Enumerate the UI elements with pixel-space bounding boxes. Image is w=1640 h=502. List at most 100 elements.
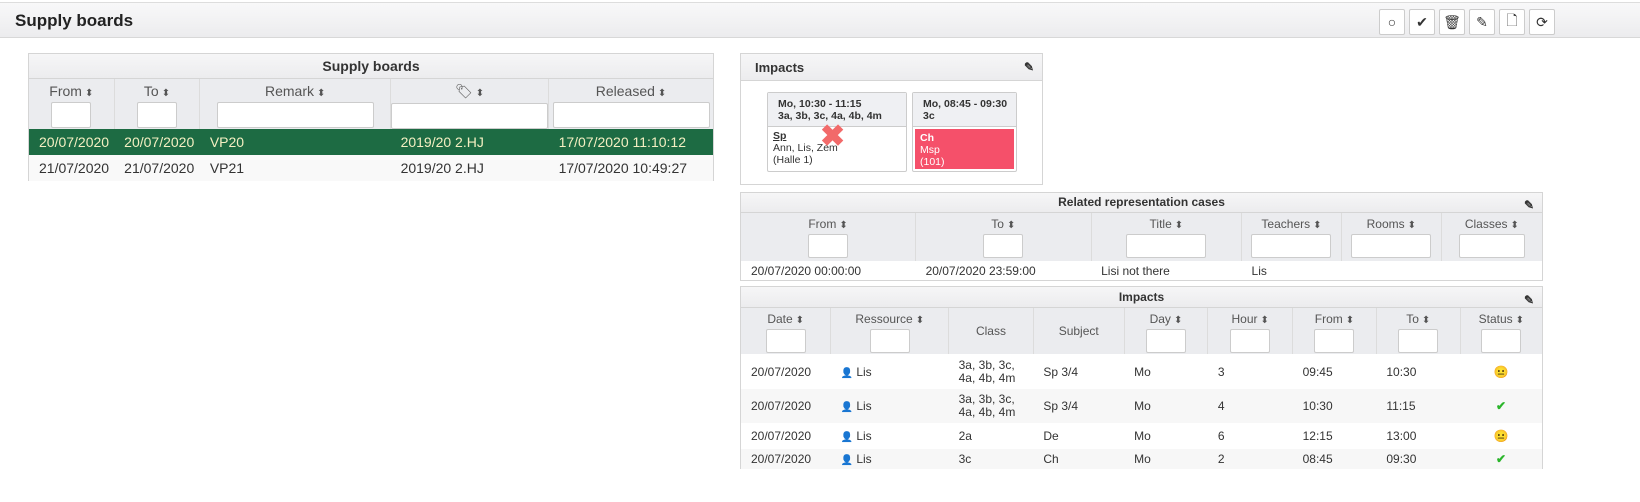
sort-icon[interactable]: ⬍	[1313, 220, 1322, 231]
filter-input[interactable]	[1458, 234, 1525, 258]
table-cell: 20/07/2020	[114, 129, 200, 155]
column-label: Day	[1149, 312, 1171, 326]
filter-input[interactable]	[1230, 329, 1271, 353]
column-header[interactable]: To ⬍	[915, 213, 1092, 261]
check-icon[interactable]: ✔	[1409, 9, 1435, 35]
column-header[interactable]: Title ⬍	[1091, 213, 1243, 261]
filter-input[interactable]	[808, 234, 849, 258]
sort-icon[interactable]: ⬍	[839, 220, 848, 231]
filter-input[interactable]	[216, 102, 374, 128]
cell-subject: De	[1043, 429, 1059, 443]
cell-date: 20/07/2020	[751, 452, 812, 466]
filter-input[interactable]	[1145, 329, 1186, 353]
table-row[interactable]: 21/07/2020 21/07/2020 VP21 2019/20 2.HJ 17/0…	[29, 155, 713, 181]
column-header[interactable]: Day ⬍	[1124, 308, 1209, 354]
cell-res: 👤 Lis	[831, 354, 949, 389]
column-header[interactable]: 🏷 ⬍	[390, 79, 550, 129]
filter-input[interactable]	[983, 234, 1024, 258]
filter-input[interactable]	[1481, 329, 1522, 353]
cell-from: 08:45	[1302, 452, 1333, 466]
page-title: Supply boards	[15, 11, 134, 30]
circle-icon[interactable]: ○	[1379, 9, 1405, 35]
trash-icon[interactable]: 🗑	[1439, 9, 1465, 35]
column-header[interactable]: Date ⬍	[741, 308, 832, 354]
column-header[interactable]: To ⬍	[1376, 308, 1461, 354]
column-label: Ressource	[855, 312, 913, 326]
cell-to: 11:15	[1386, 399, 1416, 413]
column-header[interactable]: From ⬍	[1292, 308, 1377, 354]
filter-input[interactable]	[391, 103, 549, 129]
refresh-icon[interactable]: ⟳	[1529, 9, 1555, 35]
filter-input[interactable]	[1398, 329, 1439, 353]
sort-icon[interactable]: ⬍	[1510, 220, 1519, 231]
card-classes: 3a, 3b, 3c, 4a, 4b, 4m	[778, 110, 882, 122]
cell-day: Mo	[1134, 452, 1151, 466]
column-header[interactable]: To ⬍	[114, 79, 201, 129]
sort-icon[interactable]: ⬍	[1515, 315, 1525, 326]
column-header[interactable]: Teachers ⬍	[1241, 213, 1342, 261]
sort-icon[interactable]: ⬍	[317, 88, 326, 99]
filter-input[interactable]	[1351, 234, 1432, 258]
cell-to: 09:30	[1386, 452, 1417, 466]
impact-card[interactable]: Mo, 10:30 - 11:15 3a, 3b, 3c, 4a, 4b, 4m …	[767, 92, 907, 172]
panel-title: Related representation cases	[1058, 195, 1225, 209]
cancelled-x-icon: ✖	[820, 120, 846, 153]
filter-input[interactable]	[51, 102, 92, 128]
table-row[interactable]: 20/07/2020 👤 Lis 3c Ch Mo 2 08:45 09:30 ✔	[741, 449, 1542, 469]
sort-icon[interactable]: ⬍	[657, 88, 667, 99]
table-row[interactable]: 20/07/2020 20/07/2020 VP20 2019/20 2.HJ 17/0…	[29, 129, 713, 155]
column-header[interactable]: Classes ⬍	[1441, 213, 1542, 261]
edit-icon[interactable]: ✎	[1523, 293, 1534, 307]
column-label: Remark	[264, 83, 314, 99]
column-header[interactable]: Rooms ⬍	[1341, 213, 1442, 261]
edit-icon[interactable]: ✎	[1523, 198, 1534, 212]
column-header[interactable]: From ⬍	[29, 79, 115, 129]
column-label: From	[808, 217, 837, 231]
column-header[interactable]: Ressource ⬍	[830, 308, 950, 354]
filter-input[interactable]	[765, 329, 806, 353]
filter-input[interactable]	[136, 102, 177, 128]
filter-input[interactable]	[1314, 329, 1355, 353]
sort-icon[interactable]: ⬍	[1006, 220, 1016, 231]
column-header[interactable]: Remark ⬍	[199, 79, 392, 129]
column-header[interactable]: Subject	[1033, 308, 1125, 354]
column-label: Hour	[1231, 312, 1258, 326]
filter-input[interactable]	[1126, 234, 1207, 258]
sort-icon[interactable]: ⬍	[1173, 315, 1183, 326]
table-row[interactable]: 20/07/2020 👤 Lis 3a, 3b, 3c, 4a, 4b, 4m Sp 3…	[741, 354, 1542, 389]
column-header[interactable]: Hour ⬍	[1207, 308, 1294, 354]
column-header[interactable]: From ⬍	[741, 213, 917, 261]
card-classes: 3c	[923, 110, 935, 122]
column-label: To	[1406, 312, 1419, 326]
pencil-icon[interactable]: ✎	[1469, 9, 1495, 35]
file-icon[interactable]: 🗋	[1499, 9, 1525, 35]
sort-icon[interactable]: ⬍	[1345, 315, 1355, 326]
filter-input[interactable]	[1251, 234, 1332, 258]
filter-input[interactable]	[869, 329, 910, 353]
filter-input[interactable]	[552, 102, 710, 128]
cell-status: ✔	[1460, 389, 1542, 423]
sort-icon[interactable]: ⬍	[161, 88, 171, 99]
column-header[interactable]: Status ⬍	[1460, 308, 1542, 354]
sort-icon[interactable]: ⬍	[475, 88, 485, 99]
sort-icon[interactable]: ⬍	[1407, 220, 1417, 231]
table-cell: 20/07/2020 00:00:00	[751, 264, 862, 278]
impact-card[interactable]: Mo, 08:45 - 09:30 3c Ch Msp (101)	[912, 92, 1017, 172]
table-row[interactable]: 20/07/2020 👤 Lis 2a De Mo 6 12:15 13:00 😐	[741, 423, 1542, 449]
table-cell	[1341, 261, 1441, 281]
sort-icon[interactable]: ⬍	[1174, 220, 1184, 231]
card-room: (101)	[920, 156, 945, 168]
cell-from: 09:45	[1302, 364, 1333, 379]
tag-icon: 🏷	[454, 83, 473, 99]
table-row[interactable]: 20/07/2020 00:00:00 20/07/2020 23:59:00 Li…	[741, 261, 1542, 281]
table-row[interactable]: 20/07/2020 👤 Lis 3a, 3b, 3c, 4a, 4b, 4m Sp 3…	[741, 389, 1542, 423]
sort-icon[interactable]: ⬍	[1421, 315, 1431, 326]
column-header[interactable]: Released ⬍	[548, 79, 713, 129]
sort-icon[interactable]: ⬍	[915, 315, 925, 326]
sort-icon[interactable]: ⬍	[1260, 315, 1269, 326]
column-header[interactable]: Class	[948, 308, 1034, 354]
sort-icon[interactable]: ⬍	[795, 315, 805, 326]
edit-icon[interactable]: ✎	[1023, 60, 1034, 74]
user-icon: 👤	[840, 402, 854, 413]
sort-icon[interactable]: ⬍	[84, 88, 94, 99]
